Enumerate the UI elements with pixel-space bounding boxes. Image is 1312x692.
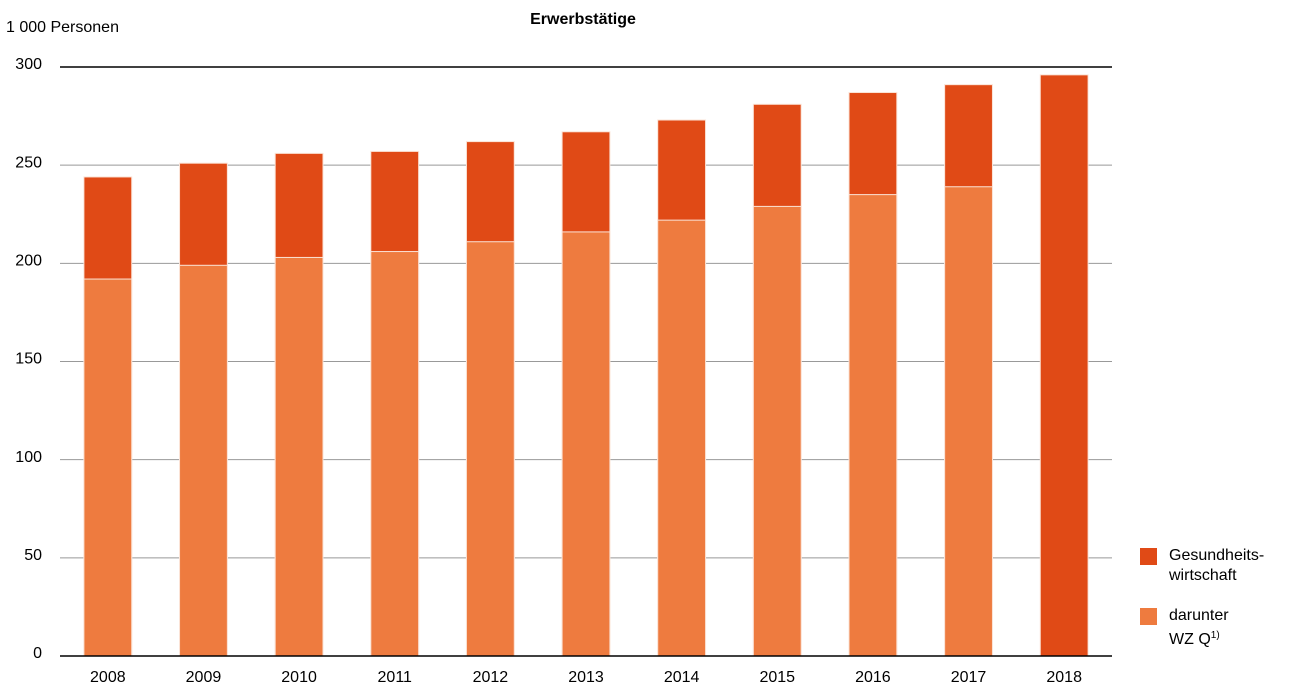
legend-text: darunter WZ Q1) <box>1169 606 1229 650</box>
legend-label: darunter WZ Q <box>1169 607 1229 648</box>
chart-title: Erwerbstätige <box>530 11 636 28</box>
bar <box>274 256 324 657</box>
x-tick-label: 2017 <box>951 669 987 686</box>
x-tick-label: 2008 <box>90 669 126 686</box>
bar <box>83 278 133 657</box>
legend-label: Gesundheits- wirtschaft <box>1169 547 1265 584</box>
bar <box>561 231 611 657</box>
legend-swatch <box>1140 548 1157 565</box>
bar <box>657 219 707 657</box>
x-tick-label: 2013 <box>568 669 604 686</box>
x-tick-label: 2016 <box>855 669 891 686</box>
legend-item: Gesundheits- wirtschaft <box>1140 546 1264 586</box>
x-tick-label: 2011 <box>378 669 413 686</box>
x-tick-label: 2014 <box>664 669 700 686</box>
footnote-marker: 1) <box>1210 630 1220 641</box>
x-tick-label: 2018 <box>1046 669 1082 686</box>
bar <box>179 264 228 657</box>
legend-item: darunter WZ Q1) <box>1140 606 1229 650</box>
x-tick-label: 2015 <box>759 669 795 686</box>
bar <box>370 251 420 657</box>
y-tick-label: 200 <box>15 253 42 270</box>
x-tick-label: 2010 <box>281 669 317 686</box>
y-tick-label: 0 <box>33 645 42 662</box>
legend-swatch <box>1140 608 1157 625</box>
bar <box>848 194 898 657</box>
bar <box>944 186 993 657</box>
y-tick-label: 250 <box>15 154 42 171</box>
y-tick-label: 100 <box>15 449 42 466</box>
bar <box>752 205 802 657</box>
x-tick-label: 2009 <box>186 669 222 686</box>
y-tick-label: 50 <box>24 547 42 564</box>
bar <box>465 241 515 657</box>
y-tick-label: 150 <box>15 351 42 368</box>
y-axis-label: 1 000 Personen <box>6 19 119 36</box>
bar <box>1039 74 1089 657</box>
legend-text: Gesundheits- wirtschaft <box>1169 546 1264 586</box>
y-tick-label: 300 <box>15 56 42 73</box>
x-tick-label: 2012 <box>473 669 509 686</box>
